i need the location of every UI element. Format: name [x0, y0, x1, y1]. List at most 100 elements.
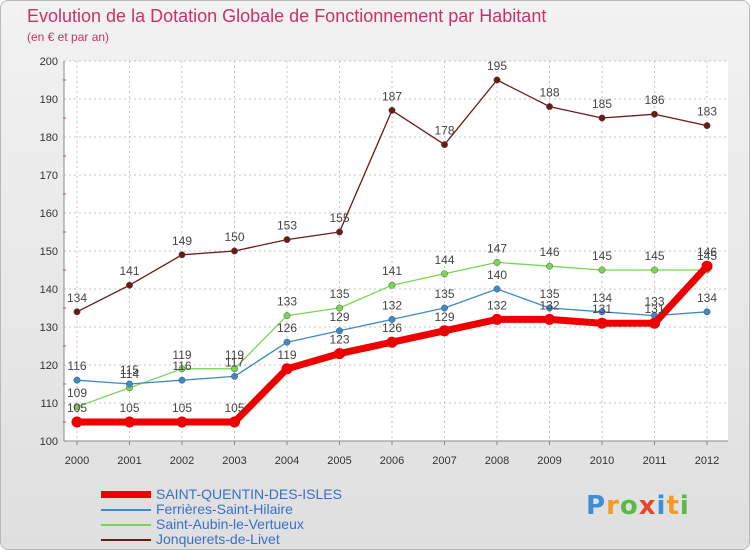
- y-tick-label: 100: [40, 436, 58, 448]
- data-point: [283, 236, 291, 244]
- data-label: 129: [329, 310, 349, 324]
- data-label: 105: [67, 401, 87, 415]
- data-label: 131: [644, 302, 664, 316]
- x-tick-label: 2007: [432, 455, 456, 467]
- data-label: 146: [539, 245, 559, 259]
- data-point: [598, 114, 606, 122]
- data-point: [651, 110, 658, 118]
- data-label: 183: [697, 105, 717, 119]
- data-point: [703, 308, 711, 316]
- axes: 100 110 120 130 140 150 160 170 180 190 200 2000 200…: [40, 56, 728, 467]
- data-label: 126: [382, 321, 402, 335]
- data-point: [126, 380, 133, 388]
- logo-letter: i: [679, 491, 690, 521]
- data-point: [491, 313, 503, 325]
- x-tick-label: 2004: [275, 455, 299, 467]
- data-point: [176, 416, 188, 428]
- data-point: [231, 247, 238, 255]
- data-label: 134: [697, 291, 717, 305]
- data-label: 187: [382, 89, 402, 103]
- data-label: 126: [277, 321, 297, 335]
- data-label: 135: [434, 287, 454, 301]
- proxiti-logo: Proxiti: [586, 491, 690, 521]
- data-label: 119: [277, 348, 296, 362]
- data-label: 186: [644, 93, 664, 107]
- data-label: 117: [225, 355, 244, 369]
- data-point: [334, 348, 345, 360]
- x-tick-label: 2009: [537, 455, 561, 467]
- data-label: 116: [172, 359, 191, 373]
- x-tick-label: 2008: [485, 455, 509, 467]
- data-label: 109: [67, 386, 87, 400]
- x-tick-label: 2005: [327, 455, 351, 467]
- logo-letter: P: [586, 491, 607, 521]
- data-label: 178: [434, 124, 454, 138]
- legend-swatch: [101, 508, 151, 511]
- data-label: 123: [329, 333, 349, 347]
- data-point: [126, 281, 133, 289]
- data-point: [336, 304, 343, 312]
- data-point: [493, 285, 501, 293]
- data-label: 105: [224, 401, 244, 415]
- y-tick-label: 180: [40, 132, 58, 144]
- logo-letter: i: [656, 491, 667, 521]
- data-label: 131: [592, 302, 612, 316]
- x-tick-label: 2002: [170, 455, 194, 467]
- data-point: [229, 416, 240, 428]
- legend-label: SAINT-QUENTIN-DES-ISLES: [156, 486, 342, 502]
- logo-letter: o: [619, 491, 639, 521]
- data-point: [73, 308, 81, 316]
- data-point: [73, 376, 81, 384]
- data-point: [441, 141, 448, 149]
- data-label: 129: [434, 310, 454, 324]
- data-label: 116: [67, 359, 86, 373]
- data-point: [283, 312, 291, 320]
- data-point: [231, 365, 238, 373]
- data-label: 135: [539, 287, 559, 301]
- data-label: 132: [382, 298, 402, 312]
- data-label: 185: [592, 97, 612, 111]
- data-label: 133: [644, 295, 664, 309]
- data-point: [73, 403, 81, 411]
- data-label: 140: [487, 268, 507, 282]
- data-label: 132: [487, 298, 507, 312]
- data-point: [493, 76, 501, 84]
- data-point: [439, 325, 450, 337]
- logo-letter: x: [638, 491, 657, 521]
- legend-swatch: [101, 523, 151, 526]
- data-point: [649, 317, 660, 329]
- data-label: 149: [172, 234, 192, 248]
- data-point: [283, 338, 291, 346]
- data-label: 115: [120, 363, 139, 377]
- data-label: 146: [697, 245, 717, 259]
- data-point: [178, 365, 186, 373]
- data-label: 132: [539, 298, 559, 312]
- data-point: [441, 270, 448, 278]
- data-label: 119: [225, 348, 244, 362]
- data-label: 114: [120, 367, 139, 381]
- data-point: [598, 308, 606, 316]
- data-point: [388, 281, 396, 289]
- data-label: 145: [644, 249, 664, 263]
- data-label: 153: [277, 219, 297, 233]
- data-label: 105: [172, 401, 192, 415]
- x-tick-label: 2001: [117, 455, 141, 467]
- y-tick-label: 130: [40, 322, 58, 334]
- legend-swatch: [101, 491, 151, 498]
- data-label: 105: [119, 401, 139, 415]
- y-tick-label: 150: [40, 246, 58, 258]
- data-label: 188: [539, 86, 559, 100]
- x-tick-label: 2010: [590, 455, 614, 467]
- y-tick-label: 120: [40, 360, 58, 372]
- data-point: [124, 416, 135, 428]
- data-point: [596, 317, 608, 329]
- y-tick-label: 200: [40, 56, 58, 68]
- data-label: 145: [697, 249, 717, 263]
- series-lines: [71, 76, 713, 428]
- data-point: [178, 376, 186, 384]
- data-point: [388, 106, 396, 114]
- y-tick-label: 140: [40, 284, 58, 296]
- data-label: 141: [119, 264, 139, 278]
- x-tick-label: 2006: [380, 455, 404, 467]
